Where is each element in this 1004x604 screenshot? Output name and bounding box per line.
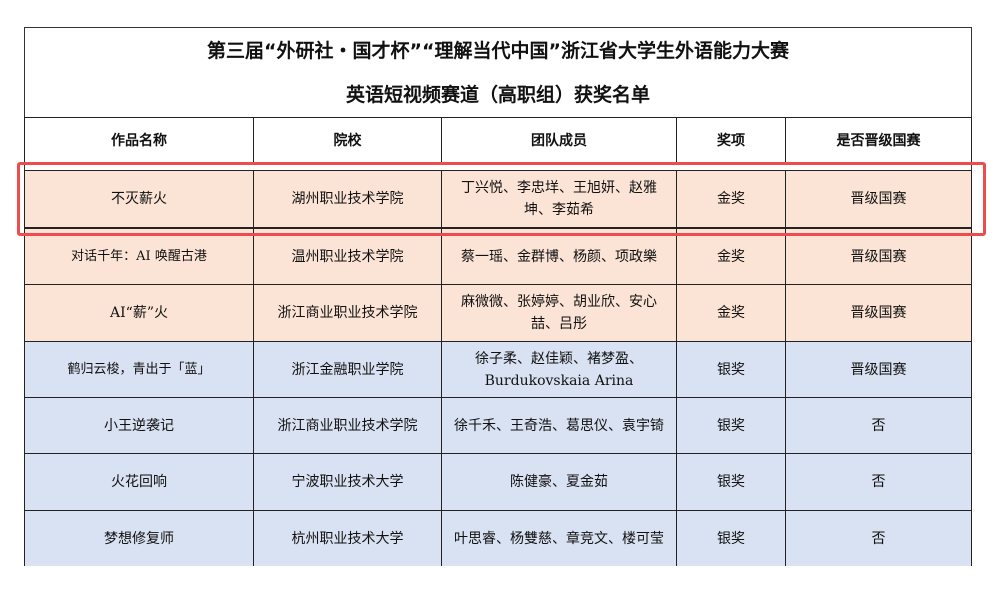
cell-members: 徐千禾、王奇浩、葛思仪、袁宇锜 [442, 398, 677, 453]
cell-work: 小王逆袭记 [24, 398, 254, 453]
header-work: 作品名称 [24, 118, 254, 163]
cell-national: 否 [786, 454, 972, 510]
cell-work: 梦想修复师 [24, 511, 254, 566]
cell-members: 麻微微、张婷婷、胡业欣、安心喆、吕彤 [442, 285, 677, 341]
table-header: 作品名称 院校 团队成员 奖项 是否晋级国赛 [24, 117, 972, 163]
title-line-1: 第三届“外研社・国才杯”“理解当代中国”浙江省大学生外语能力大赛 [207, 40, 789, 62]
cell-work: AI“薪”火 [24, 285, 254, 341]
table-row: 对话千年：AI 唤醒古港 温州职业技术学院 蔡一瑶、金群博、杨颜、项政樂 金奖 晋级国赛 [24, 228, 972, 284]
header-school: 院校 [254, 118, 442, 163]
cell-national: 晋级国赛 [786, 171, 972, 227]
cell-school: 浙江商业职业技术学院 [254, 285, 442, 341]
cell-work: 鹤归云梭，青出于「蓝」 [24, 342, 254, 397]
cell-school: 杭州职业技术大学 [254, 511, 442, 566]
cell-award: 银奖 [677, 511, 786, 566]
table-row: 不灭薪火 湖州职业技术学院 丁兴悦、李忠垟、王旭妍、赵雅坤、李茹希 金奖 晋级国赛 [24, 170, 972, 228]
table-row: 鹤归云梭，青出于「蓝」 浙江金融职业学院 徐子柔、赵佳颖、褚梦盈、Burdukovs… [24, 341, 972, 397]
header-national: 是否晋级国赛 [786, 118, 972, 163]
header-members: 团队成员 [442, 118, 677, 163]
cell-award: 银奖 [677, 454, 786, 510]
cell-members: 丁兴悦、李忠垟、王旭妍、赵雅坤、李茹希 [442, 171, 677, 227]
cell-award: 银奖 [677, 342, 786, 397]
cell-work: 对话千年：AI 唤醒古港 [24, 229, 254, 284]
cell-school: 温州职业技术学院 [254, 229, 442, 284]
cell-members: 徐子柔、赵佳颖、褚梦盈、Burdukovskaia Arina [442, 342, 677, 397]
cell-members: 蔡一瑶、金群博、杨颜、项政樂 [442, 229, 677, 284]
cell-national: 晋级国赛 [786, 342, 972, 397]
highlight-box [17, 162, 986, 236]
cell-award: 金奖 [677, 229, 786, 284]
cell-national: 否 [786, 511, 972, 566]
table-row: 梦想修复师 杭州职业技术大学 叶思睿、杨雙慈、章竞文、楼可莹 银奖否 [24, 510, 972, 566]
cell-school: 浙江金融职业学院 [254, 342, 442, 397]
cell-award: 银奖 [677, 398, 786, 453]
title-line-2: 英语短视频赛道（高职组）获奖名单 [345, 84, 650, 106]
table-row: 小王逆袭记 浙江商业职业技术学院 徐千禾、王奇浩、葛思仪、袁宇锜 银奖否 [24, 397, 972, 453]
header-award: 奖项 [677, 118, 786, 163]
cell-members: 叶思睿、杨雙慈、章竞文、楼可莹 [442, 511, 677, 566]
cell-national: 晋级国赛 [786, 285, 972, 341]
cell-work: 火花回响 [24, 454, 254, 510]
cell-school: 宁波职业技术大学 [254, 454, 442, 510]
cell-work: 不灭薪火 [24, 171, 254, 227]
cell-school: 浙江商业职业技术学院 [254, 398, 442, 453]
cell-national: 晋级国赛 [786, 229, 972, 284]
cell-school: 湖州职业技术学院 [254, 171, 442, 227]
table-row: 火花回响 宁波职业技术大学 陈健豪、夏金茹 银奖否 [24, 453, 972, 510]
cell-national: 否 [786, 398, 972, 453]
table-row: AI“薪”火 浙江商业职业技术学院 麻微微、张婷婷、胡业欣、安心喆、吕彤 金奖 晋级国赛 [24, 284, 972, 341]
cell-award: 金奖 [677, 285, 786, 341]
cell-award: 金奖 [677, 171, 786, 227]
cell-members: 陈健豪、夏金茹 [442, 454, 677, 510]
